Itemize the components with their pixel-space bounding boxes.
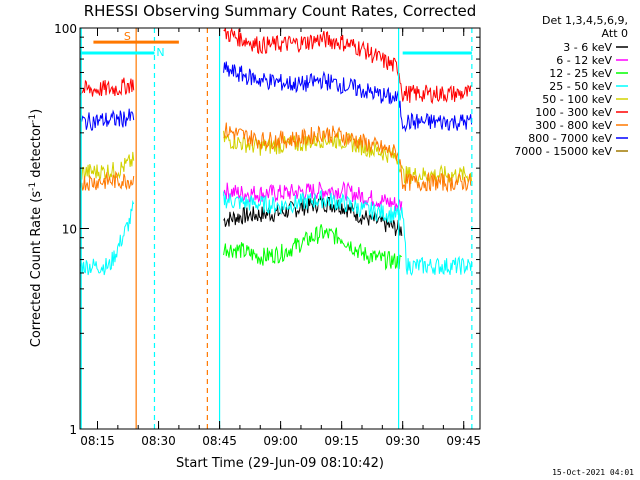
- series-trace: [223, 27, 472, 105]
- series-6-12-kev: [223, 181, 403, 212]
- y-axis-label-sup2: -1: [28, 114, 38, 123]
- x-tick-label: 08:30: [141, 434, 176, 448]
- series-trace: [79, 199, 135, 276]
- y-axis-label-end: ): [29, 109, 44, 114]
- x-tick-label: 08:45: [202, 434, 237, 448]
- x-axis-label: Start Time (29-Jun-09 08:10:42): [176, 456, 384, 471]
- y-axis-label-sup1: -1: [28, 182, 38, 191]
- y-axis-label-mid: detector: [29, 122, 44, 182]
- legend-entry-label: 6 - 12 keV: [556, 54, 612, 67]
- x-tick-label: 09:00: [263, 434, 298, 448]
- series-layer: [79, 27, 473, 276]
- saa-label: S: [124, 30, 131, 43]
- x-tick-label: 09:15: [324, 434, 359, 448]
- series-trace: [79, 108, 135, 131]
- series-trace: [79, 170, 135, 191]
- y-tick-label: 10: [62, 223, 77, 237]
- series-25-50-kev: [79, 189, 473, 276]
- legend-entry-label: 25 - 50 keV: [549, 80, 612, 93]
- series-800-7000-kev: [79, 61, 473, 133]
- series-trace: [223, 181, 403, 212]
- legend-entry-label: 12 - 25 keV: [549, 67, 612, 80]
- chart-title: RHESSI Observing Summary Count Rates, Co…: [84, 2, 477, 20]
- legend-entry-label: 300 - 800 keV: [535, 119, 612, 132]
- series-trace: [79, 77, 135, 97]
- y-axis-label: Corrected Count Rate (s-1 detector-1): [28, 109, 44, 347]
- legend-entry-label: 7000 - 15000 keV: [514, 145, 612, 158]
- series-trace: [223, 130, 473, 186]
- x-axis-ticks: 08:15 08:30 08:45 09:00 09:15 09:30 09:45: [80, 28, 481, 448]
- annotation-layer: SN: [80, 28, 473, 429]
- series-trace: [223, 189, 473, 276]
- series-12-25-kev: [223, 224, 402, 271]
- x-tick-label: 08:15: [80, 434, 115, 448]
- series-100-300-kev: [79, 27, 472, 105]
- y-axis-label-main: Corrected Count Rate (s: [29, 191, 44, 348]
- legend-entry-label: 800 - 7000 keV: [528, 132, 612, 145]
- legend-title-line2: Att 0: [602, 27, 628, 40]
- legend-entry-label: 100 - 300 keV: [535, 106, 612, 119]
- night-label: N: [156, 46, 164, 59]
- series-trace: [223, 61, 473, 133]
- series-trace: [223, 224, 402, 271]
- y-tick-label: 100: [54, 22, 77, 36]
- footer-timestamp: 15-Oct-2021 04:01: [552, 468, 634, 477]
- legend-title-line1: Det 1,3,4,5,6,9,: [542, 14, 628, 27]
- y-axis-ticks: 1 10 100: [54, 22, 480, 437]
- series-trace: [223, 122, 472, 193]
- legend-entry-label: 50 - 100 keV: [542, 93, 612, 106]
- x-tick-label: 09:45: [446, 434, 481, 448]
- y-tick-label: 1: [69, 423, 77, 437]
- x-tick-label: 09:30: [385, 434, 420, 448]
- legend-entry-label: 3 - 6 keV: [563, 41, 612, 54]
- series-300-800-kev: [79, 122, 472, 193]
